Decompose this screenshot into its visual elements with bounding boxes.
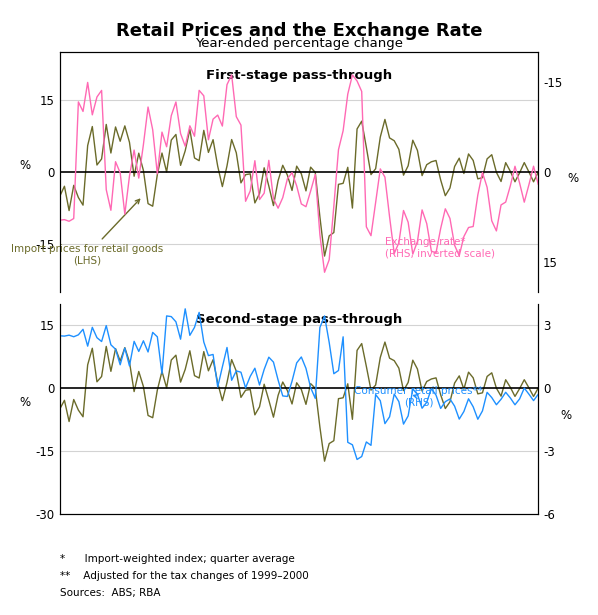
Text: Consumer retail prices**
(RHS): Consumer retail prices** (RHS) [354, 386, 483, 408]
Text: First-stage pass-through: First-stage pass-through [206, 69, 392, 82]
Text: *      Import-weighted index; quarter average: * Import-weighted index; quarter average [60, 554, 295, 563]
Text: Year-ended percentage change: Year-ended percentage change [195, 37, 403, 50]
Y-axis label: %: % [568, 172, 579, 185]
Y-axis label: %: % [19, 396, 30, 409]
Y-axis label: %: % [560, 409, 572, 422]
Text: Sources:  ABS; RBA: Sources: ABS; RBA [60, 588, 160, 598]
Text: Second-stage pass-through: Second-stage pass-through [196, 313, 402, 326]
Y-axis label: %: % [19, 159, 30, 172]
Text: Retail Prices and the Exchange Rate: Retail Prices and the Exchange Rate [116, 22, 482, 39]
Text: Import prices for retail goods
(LHS): Import prices for retail goods (LHS) [11, 199, 163, 265]
Text: Exchange rate*
(RHS, inverted scale): Exchange rate* (RHS, inverted scale) [385, 237, 495, 258]
Text: **    Adjusted for the tax changes of 1999–2000: ** Adjusted for the tax changes of 1999–… [60, 571, 309, 581]
